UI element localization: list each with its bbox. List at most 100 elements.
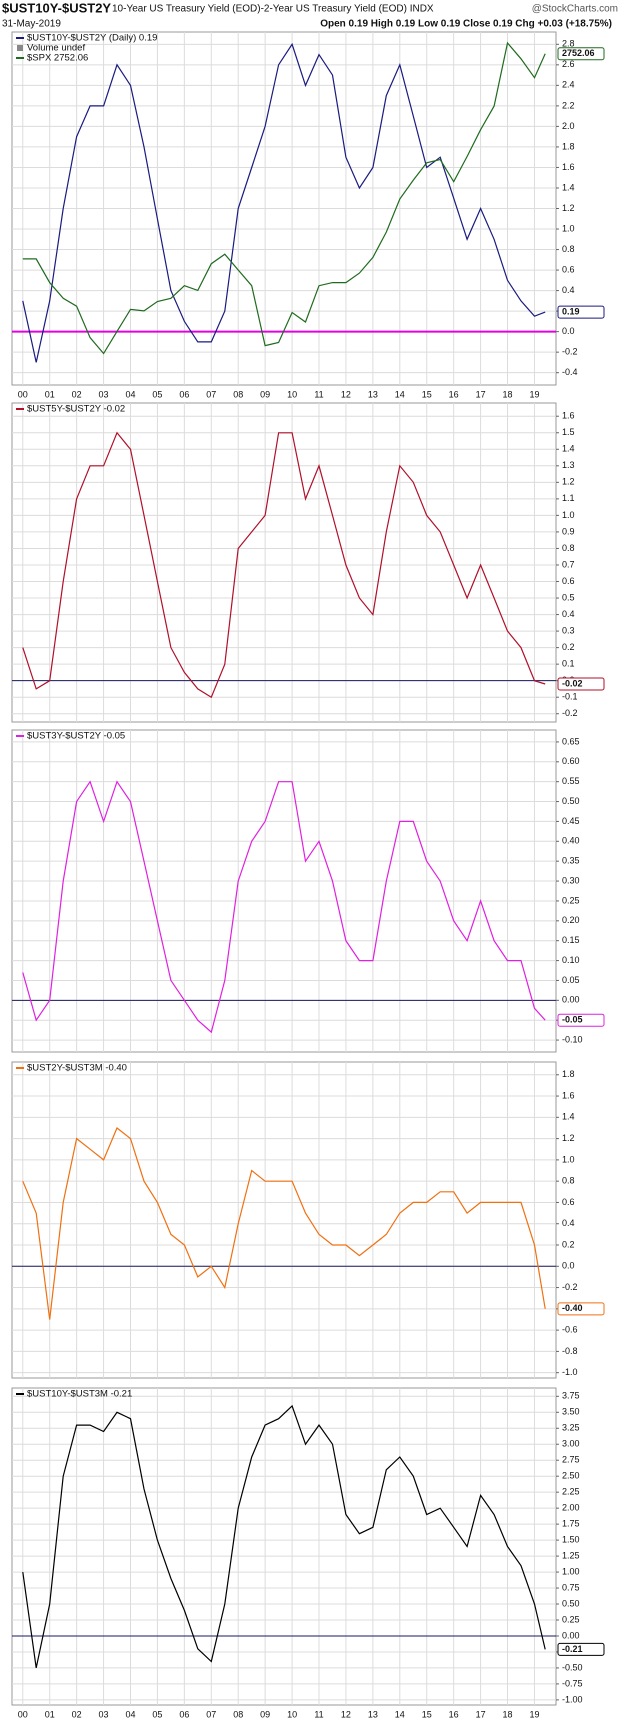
y-tick-label: 0.2 — [562, 642, 575, 652]
x-tick-label: 04 — [125, 389, 135, 399]
x-tick-label: 15 — [422, 389, 432, 399]
legend-label: $UST10Y-$UST2Y (Daily) 0.19 — [27, 33, 157, 44]
last-value-tag — [557, 677, 605, 691]
y-tick-label: 3.00 — [562, 1439, 580, 1449]
series-line — [22, 780, 546, 1034]
y-tick-label: 2.0 — [562, 121, 575, 131]
x-tick-label: 09 — [260, 1709, 270, 1719]
x-tick-label: 19 — [529, 389, 539, 399]
last-value-label: 0.19 — [562, 307, 580, 317]
series-line — [22, 431, 546, 699]
series-line — [22, 1127, 546, 1320]
y-tick-label: -0.6 — [562, 1324, 578, 1334]
y-tick-label: 2.50 — [562, 1471, 580, 1481]
y-tick-label: 1.0 — [562, 510, 575, 520]
x-tick-label: 05 — [152, 389, 162, 399]
x-tick-label: 00 — [18, 1709, 28, 1719]
x-tick-label: 02 — [72, 389, 82, 399]
y-tick-label: 0.1 — [562, 659, 575, 669]
subtitle: 10-Year US Treasury Yield (EOD)-2-Year U… — [112, 4, 434, 15]
x-tick-label: 11 — [314, 389, 323, 399]
y-tick-label: 0.25 — [562, 1614, 580, 1624]
y-tick-label: 0.8 — [562, 1176, 575, 1186]
y-tick-label: 3.50 — [562, 1407, 580, 1417]
x-tick-label: 09 — [260, 389, 270, 399]
y-tick-label: 0.65 — [562, 736, 580, 746]
source: @StockCharts.com — [532, 4, 618, 15]
y-tick-label: 2.4 — [562, 80, 575, 90]
y-tick-label: -0.4 — [562, 367, 578, 377]
x-tick-label: 10 — [287, 1709, 297, 1719]
series-line — [22, 1404, 546, 1669]
x-tick-label: 17 — [476, 389, 486, 399]
x-tick-label: 00 — [18, 389, 28, 399]
y-tick-label: 0.5 — [562, 592, 575, 602]
legend-label: $SPX 2752.06 — [27, 53, 88, 64]
y-tick-label: 0.15 — [562, 935, 580, 945]
panel-frame — [11, 402, 557, 723]
y-tick-label: 1.6 — [562, 1090, 575, 1100]
y-tick-label: 0.6 — [562, 576, 575, 586]
y-tick-label: 0.50 — [562, 796, 580, 806]
y-tick-label: 0.2 — [562, 1239, 575, 1249]
y-tick-label: 0.30 — [562, 875, 580, 885]
y-tick-label: -1.00 — [562, 1694, 583, 1704]
y-tick-label: 1.0 — [562, 223, 575, 233]
y-tick-label: 0.4 — [562, 1218, 575, 1228]
legend-label: $UST5Y-$UST2Y -0.02 — [27, 404, 125, 415]
last-value-label: -0.21 — [562, 1644, 583, 1654]
x-tick-label: 13 — [368, 389, 378, 399]
y-tick-label: 0.00 — [562, 995, 580, 1005]
y-tick-label: 1.4 — [562, 1112, 575, 1122]
y-tick-label: 1.0 — [562, 1154, 575, 1164]
y-tick-label: 0.7 — [562, 559, 575, 569]
x-tick-label: 18 — [503, 1709, 513, 1719]
y-tick-label: 3.25 — [562, 1423, 580, 1433]
y-tick-label: 1.00 — [562, 1566, 580, 1576]
y-tick-label: 2.00 — [562, 1503, 580, 1513]
x-tick-label: 07 — [206, 389, 216, 399]
x-tick-label: 16 — [449, 1709, 459, 1719]
y-tick-label: 0.00 — [562, 1630, 580, 1640]
x-tick-label: 19 — [529, 1709, 539, 1719]
y-tick-label: -0.75 — [562, 1678, 583, 1688]
y-tick-label: 3.75 — [562, 1391, 580, 1401]
y-tick-label: 1.2 — [562, 1133, 575, 1143]
x-tick-label: 06 — [179, 389, 189, 399]
x-tick-label: 03 — [99, 389, 109, 399]
legend-label: $UST2Y-$UST3M -0.40 — [27, 1063, 127, 1074]
y-tick-label: 0.0 — [562, 326, 575, 336]
y-tick-label: 0.75 — [562, 1582, 580, 1592]
x-tick-label: 13 — [368, 1709, 378, 1719]
y-tick-label: -0.2 — [562, 708, 578, 718]
x-tick-label: 14 — [395, 1709, 405, 1719]
last-value-tag — [557, 1302, 605, 1316]
y-tick-label: -0.2 — [562, 347, 578, 357]
y-tick-label: -0.8 — [562, 1346, 578, 1356]
x-tick-label: 07 — [206, 1709, 216, 1719]
y-tick-label: 1.6 — [562, 162, 575, 172]
x-tick-label: 16 — [449, 389, 459, 399]
series-line — [22, 41, 546, 355]
y-tick-label: 0.10 — [562, 955, 580, 965]
y-tick-label: -0.2 — [562, 1282, 578, 1292]
y-tick-label: -0.10 — [562, 1034, 583, 1044]
y-tick-label: 1.1 — [562, 493, 575, 503]
last-value-tag — [557, 1013, 605, 1027]
y-tick-label: 0.55 — [562, 776, 580, 786]
x-tick-label: 18 — [503, 389, 513, 399]
y-tick-label: 0.0 — [562, 1261, 575, 1271]
x-tick-label: 01 — [45, 389, 55, 399]
y-tick-label: -1.0 — [562, 1367, 578, 1377]
x-tick-label: 12 — [341, 389, 351, 399]
y-tick-label: 0.3 — [562, 625, 575, 635]
y-tick-label: 0.8 — [562, 543, 575, 553]
last-value-label: -0.05 — [562, 1015, 583, 1025]
x-tick-label: 01 — [45, 1709, 55, 1719]
x-tick-label: 12 — [341, 1709, 351, 1719]
x-tick-label: 03 — [99, 1709, 109, 1719]
legend-label: $UST10Y-$UST3M -0.21 — [27, 1389, 132, 1400]
y-tick-label: 0.4 — [562, 285, 575, 295]
x-tick-label: 05 — [152, 1709, 162, 1719]
